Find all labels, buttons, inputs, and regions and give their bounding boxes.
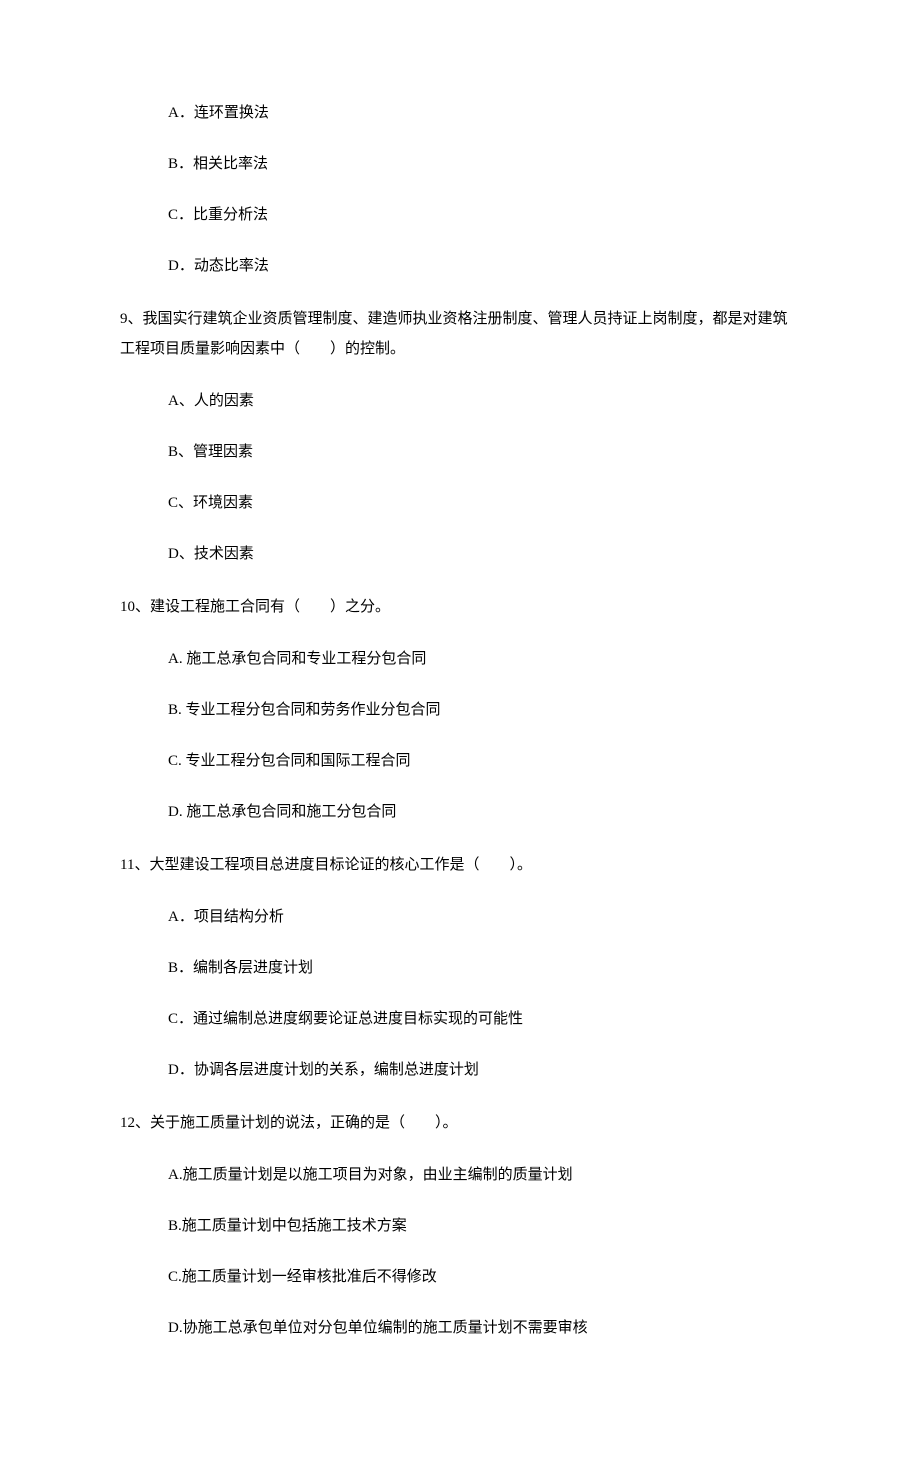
q11-option-a: A．项目结构分析	[168, 904, 800, 931]
q11-option-d: D．协调各层进度计划的关系，编制总进度计划	[168, 1057, 800, 1084]
q12-option-b: B.施工质量计划中包括施工技术方案	[168, 1213, 800, 1240]
q9-option-c: C、环境因素	[168, 490, 800, 517]
q10-option-b: B. 专业工程分包合同和劳务作业分包合同	[168, 697, 800, 724]
q9-option-a: A、人的因素	[168, 388, 800, 415]
q11-text: 11、大型建设工程项目总进度目标论证的核心工作是（ ）。	[120, 850, 800, 880]
q12-text: 12、关于施工质量计划的说法，正确的是（ ）。	[120, 1108, 800, 1138]
q8-option-d: D．动态比率法	[168, 253, 800, 280]
q12-option-c: C.施工质量计划一经审核批准后不得修改	[168, 1264, 800, 1291]
q8-option-b: B．相关比率法	[168, 151, 800, 178]
q10-option-a: A. 施工总承包合同和专业工程分包合同	[168, 646, 800, 673]
q8-option-a: A．连环置换法	[168, 100, 800, 127]
q12-option-a: A.施工质量计划是以施工项目为对象，由业主编制的质量计划	[168, 1162, 800, 1189]
q10-option-d: D. 施工总承包合同和施工分包合同	[168, 799, 800, 826]
q10-text: 10、建设工程施工合同有（ ）之分。	[120, 592, 800, 622]
q9-option-d: D、技术因素	[168, 541, 800, 568]
q11-option-b: B．编制各层进度计划	[168, 955, 800, 982]
q9-option-b: B、管理因素	[168, 439, 800, 466]
q10-option-c: C. 专业工程分包合同和国际工程合同	[168, 748, 800, 775]
q11-option-c: C．通过编制总进度纲要论证总进度目标实现的可能性	[168, 1006, 800, 1033]
q9-text: 9、我国实行建筑企业资质管理制度、建造师执业资格注册制度、管理人员持证上岗制度，…	[120, 304, 800, 364]
q12-option-d: D.协施工总承包单位对分包单位编制的施工质量计划不需要审核	[168, 1315, 800, 1342]
q8-option-c: C．比重分析法	[168, 202, 800, 229]
